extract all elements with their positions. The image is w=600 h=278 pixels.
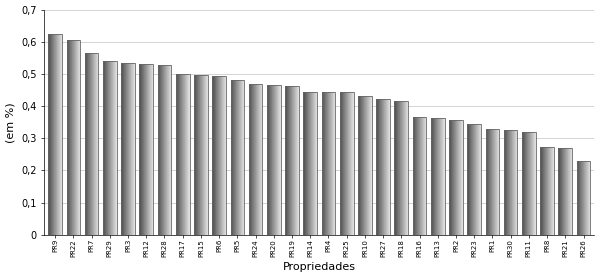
Bar (540, 147, 554, 235)
Bar (49, 34, 62, 235)
Bar (158, 65, 172, 235)
Bar (121, 63, 135, 235)
Bar (504, 130, 517, 235)
Bar (522, 132, 536, 235)
Bar (249, 84, 262, 235)
Bar (67, 40, 80, 235)
Bar (559, 148, 572, 235)
Bar (85, 53, 98, 235)
Bar (285, 86, 299, 235)
Bar (449, 120, 463, 235)
Bar (139, 64, 153, 235)
Bar (431, 118, 445, 235)
Bar (376, 99, 390, 235)
Bar (212, 76, 226, 235)
Bar (103, 61, 116, 235)
Bar (230, 80, 244, 235)
Bar (485, 129, 499, 235)
Bar (394, 101, 408, 235)
Bar (176, 74, 190, 235)
Y-axis label: (em %): (em %) (5, 102, 16, 143)
Bar (340, 92, 353, 235)
Bar (267, 85, 281, 235)
Bar (358, 96, 372, 235)
Bar (322, 92, 335, 235)
Bar (194, 75, 208, 235)
Bar (413, 117, 427, 235)
X-axis label: Propriedades: Propriedades (283, 262, 356, 272)
Bar (304, 92, 317, 235)
Bar (577, 162, 590, 235)
Bar (467, 124, 481, 235)
